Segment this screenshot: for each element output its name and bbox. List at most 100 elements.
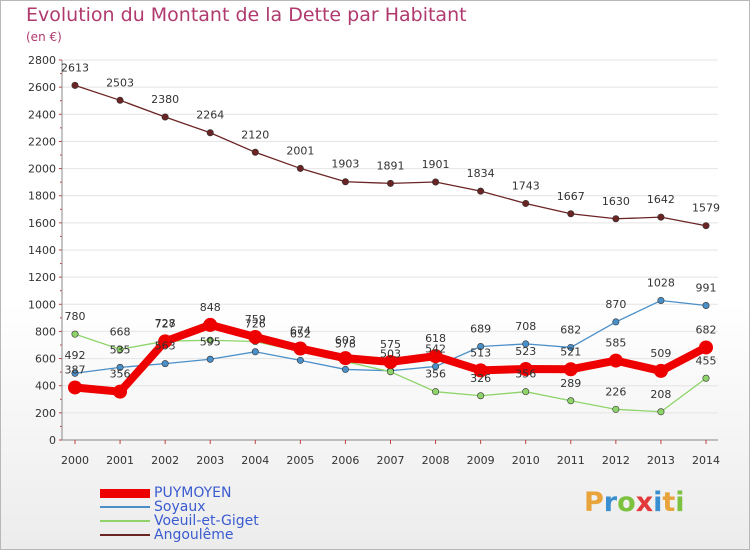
data-label: 674	[290, 325, 311, 338]
legend: PUYMOYEN Soyaux Voeuil-et-Giget Angoulême	[100, 486, 259, 542]
x-tick-label: 2002	[151, 454, 179, 467]
data-label: 513	[470, 346, 491, 359]
y-tick-label: 800	[35, 325, 56, 338]
data-point	[567, 343, 575, 351]
x-tick-label: 2007	[377, 454, 405, 467]
x-tick-label: 2004	[241, 454, 269, 467]
data-point	[116, 96, 124, 104]
data-label: 682	[696, 323, 717, 336]
data-label: 1743	[512, 179, 540, 192]
data-point	[113, 384, 128, 399]
data-point	[657, 408, 665, 416]
data-label: 492	[65, 349, 86, 362]
logo-letter: x	[635, 487, 654, 518]
data-label: 689	[470, 322, 491, 335]
data-point	[612, 215, 620, 223]
data-label: 728	[155, 317, 176, 330]
y-tick-label: 1800	[28, 190, 56, 203]
data-label: 1891	[377, 159, 405, 172]
data-point	[432, 178, 440, 186]
data-label: 2001	[286, 144, 314, 157]
y-tick-label: 0	[49, 434, 56, 447]
y-tick-label: 2800	[28, 54, 56, 67]
data-point	[699, 340, 713, 355]
data-point	[386, 368, 394, 376]
data-label: 1834	[467, 167, 495, 180]
legend-item: PUYMOYEN	[100, 486, 259, 500]
legend-swatch	[100, 506, 150, 508]
data-point	[473, 363, 488, 378]
data-label: 356	[515, 368, 536, 381]
data-label: 1642	[647, 193, 675, 206]
data-label: 2264	[196, 109, 224, 122]
data-point	[477, 342, 485, 350]
data-point	[702, 302, 710, 310]
y-tick-label: 2000	[28, 163, 56, 176]
y-tick-label: 400	[35, 380, 56, 393]
x-tick-label: 2009	[467, 454, 495, 467]
data-label: 455	[696, 354, 717, 367]
legend-item: Voeuil-et-Giget	[100, 514, 259, 528]
data-label: 848	[200, 301, 221, 314]
logo-letter: o	[617, 487, 636, 518]
data-point	[477, 187, 485, 195]
y-tick-label: 1600	[28, 217, 56, 230]
data-label: 509	[650, 347, 671, 360]
data-label: 780	[65, 310, 86, 323]
data-point	[158, 334, 173, 349]
data-label: 523	[515, 345, 536, 358]
y-tick-label: 1200	[28, 271, 56, 284]
data-label: 2120	[241, 128, 269, 141]
data-label: 727	[155, 317, 176, 330]
data-point	[432, 362, 440, 370]
data-label: 1903	[331, 158, 359, 171]
logo-letter: r	[603, 487, 618, 518]
data-point	[702, 222, 710, 230]
x-tick-label: 2005	[286, 454, 314, 467]
data-label: 521	[560, 345, 581, 358]
data-point	[432, 388, 440, 396]
data-point	[296, 164, 304, 172]
data-point	[71, 81, 79, 89]
x-tick-label: 2013	[647, 454, 675, 467]
data-point	[68, 380, 82, 395]
data-label: 1630	[602, 195, 630, 208]
data-point	[248, 329, 263, 344]
y-tick-label: 600	[35, 353, 56, 366]
data-label: 682	[560, 323, 581, 336]
data-point	[161, 360, 169, 368]
data-point	[522, 340, 530, 348]
data-label: 726	[245, 317, 266, 330]
data-point	[341, 365, 349, 373]
data-label: 535	[110, 343, 131, 356]
data-label: 208	[650, 388, 671, 401]
data-label: 2503	[106, 76, 134, 89]
data-label: 603	[335, 334, 356, 347]
data-label: 1667	[557, 190, 585, 203]
data-point	[206, 129, 214, 137]
data-label: 652	[290, 328, 311, 341]
data-label: 289	[560, 377, 581, 390]
y-tick-label: 1000	[28, 298, 56, 311]
data-point	[71, 369, 79, 377]
data-label: 870	[605, 298, 626, 311]
data-point	[293, 341, 308, 356]
legend-swatch	[100, 488, 150, 498]
data-label: 575	[380, 338, 401, 351]
data-label: 356	[425, 368, 446, 381]
proxiti-logo: Proxiti	[584, 487, 685, 518]
data-point	[161, 113, 169, 121]
data-label: 1028	[647, 276, 675, 289]
unit-label: (en €)	[26, 30, 62, 44]
x-tick-label: 2001	[106, 454, 134, 467]
data-point	[522, 388, 530, 396]
data-label: 2380	[151, 93, 179, 106]
data-label: 759	[245, 313, 266, 326]
x-tick-label: 2010	[512, 454, 540, 467]
data-label: 991	[696, 282, 717, 295]
data-point	[386, 179, 394, 187]
data-point	[203, 317, 218, 332]
data-point	[116, 345, 124, 353]
data-label: 595	[200, 335, 221, 348]
x-tick-label: 2011	[557, 454, 585, 467]
